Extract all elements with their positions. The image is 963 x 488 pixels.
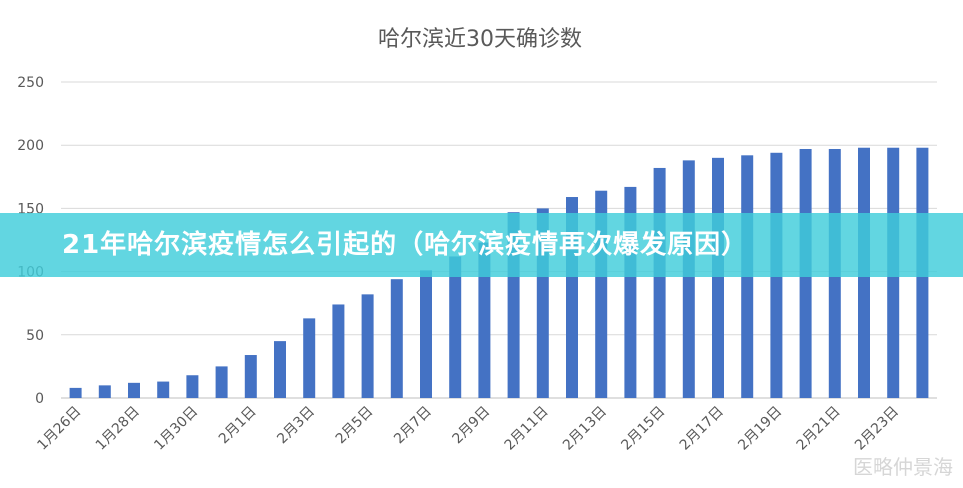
- bar: [420, 270, 432, 398]
- y-tick-label: 200: [17, 138, 44, 154]
- x-tick-label: 2月17日: [677, 404, 727, 454]
- x-tick-label: 2月9日: [450, 404, 494, 448]
- bar: [157, 381, 170, 398]
- x-tick-label: 2月3日: [274, 404, 318, 448]
- x-tick-label: 2月21日: [794, 404, 844, 454]
- bar: [390, 279, 403, 398]
- x-tick-label: 2月23日: [852, 404, 902, 454]
- x-tick-label: 2月13日: [560, 404, 610, 454]
- chart-title: 哈尔滨近30天确诊数: [378, 27, 582, 52]
- y-tick-label: 50: [26, 328, 44, 344]
- x-tick-label: 1月26日: [34, 404, 84, 454]
- bar: [449, 256, 462, 398]
- x-tick-label: 2月11日: [502, 404, 552, 454]
- x-tick-label: 2月19日: [735, 404, 785, 454]
- bar: [332, 304, 345, 398]
- x-tick-label: 1月30日: [151, 404, 201, 454]
- banner-text: 21年哈尔滨疫情怎么引起的（哈尔滨疫情再次爆发原因）: [62, 230, 749, 260]
- title-banner: 21年哈尔滨疫情怎么引起的（哈尔滨疫情再次爆发原因）: [0, 213, 963, 277]
- bar: [98, 385, 111, 398]
- bar: [712, 157, 724, 398]
- y-tick-label: 0: [35, 391, 44, 407]
- bar: [186, 375, 199, 398]
- x-tick-label: 2月7日: [391, 404, 435, 448]
- bar: [128, 382, 140, 398]
- x-tick-label: 2月15日: [618, 404, 668, 454]
- bar: [215, 366, 228, 398]
- bar: [653, 167, 666, 398]
- x-axis-ticks: 1月26日 1月28日 1月30日 2月1日 2月3日 2月5日 2月7日 2月9日 2月11日…: [34, 404, 902, 454]
- x-tick-label: 2月1日: [216, 404, 260, 448]
- bar: [303, 318, 316, 398]
- y-tick-label: 250: [17, 75, 44, 91]
- bar: [682, 160, 695, 398]
- x-tick-label: 1月28日: [93, 404, 143, 454]
- bar: [244, 355, 257, 398]
- bar: [478, 242, 491, 398]
- watermark-text: 医略仲景海: [853, 455, 953, 479]
- bar: [69, 387, 82, 398]
- x-tick-label: 2月5日: [333, 404, 377, 448]
- bar: [507, 212, 520, 398]
- bar: [274, 341, 286, 398]
- bar: [361, 294, 374, 398]
